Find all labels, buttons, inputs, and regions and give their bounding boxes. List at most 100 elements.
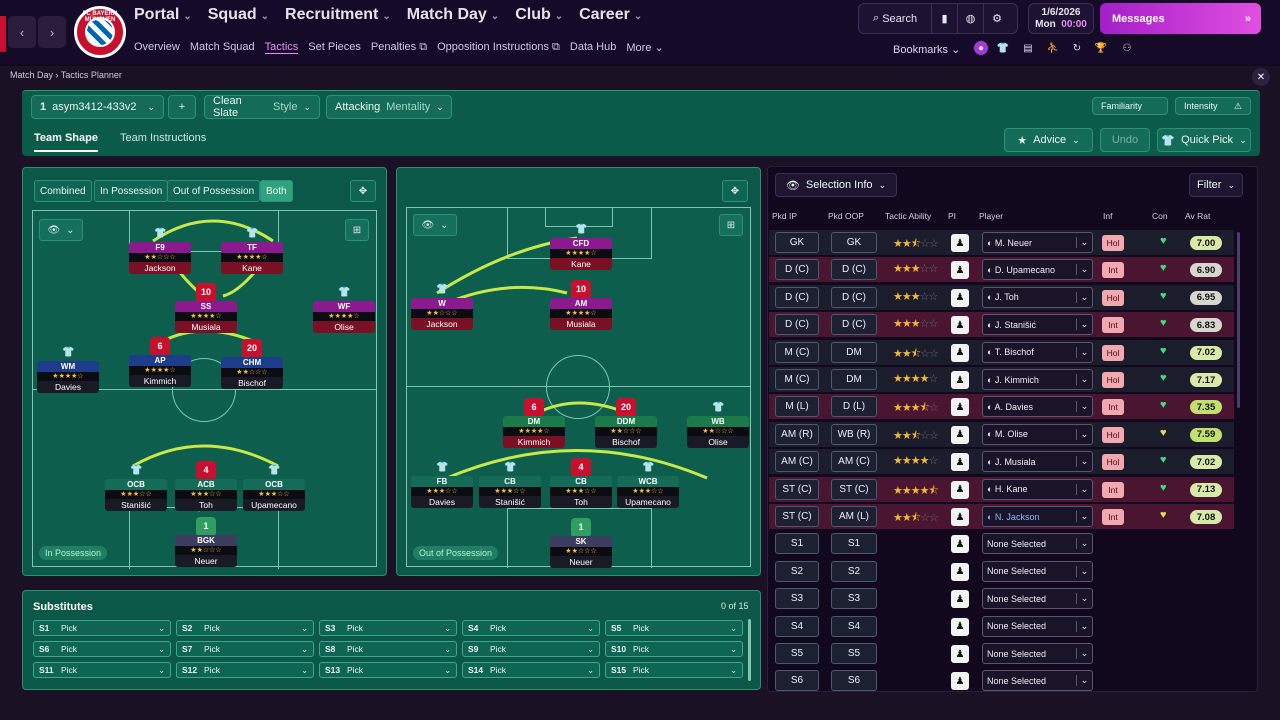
player-instructions-icon[interactable]: ♟ bbox=[951, 261, 969, 280]
report-icon[interactable]: ▤ bbox=[1023, 42, 1033, 54]
player-select[interactable]: ◐ M. Neuer ⌄ bbox=[982, 232, 1093, 253]
people-icon[interactable]: ⛹ bbox=[1046, 42, 1060, 54]
selection-row[interactable]: GK GK ★★⯪☆☆ ♟ ◐ M. Neuer ⌄ Hol ♥ 7.00 bbox=[769, 230, 1234, 255]
pkd-ip-button[interactable]: S3 bbox=[775, 588, 819, 610]
sub-slot-select[interactable]: S8 Pick ⌄ bbox=[319, 641, 457, 657]
player-instructions-icon[interactable]: ♟ bbox=[951, 617, 969, 636]
pkd-oop-button[interactable]: D (C) bbox=[831, 286, 877, 308]
gear-icon[interactable]: ⚙ bbox=[992, 13, 1003, 25]
player-select[interactable]: None Selected ⌄ bbox=[982, 643, 1093, 664]
arrange-button[interactable]: ⊞ bbox=[719, 214, 743, 236]
advice-button[interactable]: ★ Advice ⌄ bbox=[1004, 128, 1093, 152]
player-select[interactable]: ◐ D. Upamecano ⌄ bbox=[982, 259, 1093, 281]
tab-team-shape[interactable]: Team Shape bbox=[34, 132, 98, 152]
player-card[interactable]: 4 ACB ★★★☆☆ Toh bbox=[175, 461, 237, 521]
close-button[interactable]: ✕ bbox=[1252, 68, 1270, 86]
mentality-select[interactable]: Attacking Mentality ⌄ bbox=[326, 95, 452, 119]
subnav-set-pieces[interactable]: Set Pieces bbox=[308, 41, 361, 53]
selection-row[interactable]: S3 S3 ♟ None Selected ⌄ bbox=[769, 586, 1234, 611]
subnav-data-hub[interactable]: Data Hub bbox=[569, 41, 617, 53]
filter-button[interactable]: Filter ⌄ bbox=[1189, 173, 1243, 197]
pkd-oop-button[interactable]: ST (C) bbox=[831, 478, 877, 500]
player-card[interactable]: 👕 CFD ★★★★☆ Kane bbox=[550, 224, 612, 280]
selection-row[interactable]: S1 S1 ♟ None Selected ⌄ bbox=[769, 531, 1234, 556]
selection-row[interactable]: M (C) DM ★★⯪☆☆ ♟ ◐ T. Bischof ⌄ Hol ♥ 7.02 bbox=[769, 339, 1234, 365]
player-card[interactable]: 10 SS ★★★★☆ Musiala bbox=[175, 283, 237, 343]
player-instructions-icon[interactable]: ♟ bbox=[951, 480, 969, 499]
pkd-ip-button[interactable]: S4 bbox=[775, 615, 819, 637]
sub-slot-select[interactable]: S12 Pick ⌄ bbox=[176, 662, 314, 678]
selection-row[interactable]: M (L) D (L) ★★★⯪☆ ♟ ◐ A. Davies ⌄ Int ♥ 7.35 bbox=[769, 394, 1234, 420]
trophy-icon[interactable]: 🏆 bbox=[1094, 42, 1108, 54]
selection-row[interactable]: D (C) D (C) ★★★☆☆ ♟ ◐ J. Stanišić ⌄ Int ♥ 6.83 bbox=[769, 312, 1234, 338]
player-card[interactable]: 10 AM ★★★★☆ Musiala bbox=[550, 280, 612, 340]
player-instructions-icon[interactable]: ♟ bbox=[951, 343, 969, 362]
col-player[interactable]: Player bbox=[979, 211, 1004, 221]
selection-scrollbar[interactable] bbox=[1237, 232, 1240, 408]
player-card[interactable]: 👕 CB ★★★☆☆ Stanišić bbox=[479, 462, 541, 518]
quick-pick-button[interactable]: 👕 Quick Pick ⌄ bbox=[1157, 128, 1251, 152]
pkd-ip-button[interactable]: S1 bbox=[775, 533, 819, 555]
pkd-ip-button[interactable]: AM (C) bbox=[775, 451, 819, 473]
intensity-meter[interactable]: Intensity ⚠ bbox=[1175, 97, 1251, 115]
player-instructions-icon[interactable]: ♟ bbox=[951, 645, 969, 663]
player-instructions-icon[interactable]: ♟ bbox=[951, 562, 969, 581]
filter-out-of-possession[interactable]: Out of Possession bbox=[167, 180, 261, 202]
sub-slot-select[interactable]: S2 Pick ⌄ bbox=[176, 620, 314, 636]
player-select[interactable]: ◐ J. Stanišić ⌄ bbox=[982, 314, 1093, 336]
pkd-oop-button[interactable]: S2 bbox=[831, 560, 877, 582]
player-card[interactable]: 👕 WM ★★★★☆ Davies bbox=[37, 347, 99, 403]
familiarity-meter[interactable]: Familiarity bbox=[1092, 97, 1168, 115]
sub-slot-select[interactable]: S10 Pick ⌄ bbox=[605, 641, 743, 657]
pkd-ip-button[interactable]: AM (R) bbox=[775, 423, 819, 445]
pkd-ip-button[interactable]: M (L) bbox=[775, 396, 819, 418]
player-card[interactable]: 6 AP ★★★★☆ Kimmich bbox=[129, 337, 191, 397]
subnav-penalties[interactable]: Penalties ⧉ bbox=[370, 41, 428, 53]
col-tactic-ability[interactable]: Tactic Ability bbox=[885, 211, 932, 221]
player-instructions-icon[interactable]: ♟ bbox=[951, 288, 969, 307]
pkd-oop-button[interactable]: WB (R) bbox=[831, 423, 877, 445]
sub-slot-select[interactable]: S9 Pick ⌄ bbox=[462, 641, 600, 657]
filter-in-possession[interactable]: In Possession bbox=[94, 180, 169, 202]
pkd-oop-button[interactable]: D (L) bbox=[831, 396, 877, 418]
player-select[interactable]: ◐ J. Musiala ⌄ bbox=[982, 451, 1093, 473]
player-select[interactable]: ◐ A. Davies ⌄ bbox=[982, 396, 1093, 418]
player-select[interactable]: ◐ J. Kimmich ⌄ bbox=[982, 369, 1093, 390]
player-instructions-icon[interactable]: ♟ bbox=[951, 535, 969, 554]
player-instructions-icon[interactable]: ♟ bbox=[951, 371, 969, 389]
messages-button[interactable]: Messages» bbox=[1100, 3, 1261, 34]
selection-row[interactable]: D (C) D (C) ★★★☆☆ ♟ ◐ D. Upamecano ⌄ Int ♥ 6.90 bbox=[769, 257, 1234, 283]
selection-row[interactable]: AM (C) AM (C) ★★★★☆ ♟ ◐ J. Musiala ⌄ Hol ♥ 7.02 bbox=[769, 449, 1234, 475]
player-select[interactable]: ◐ T. Bischof ⌄ bbox=[982, 341, 1093, 363]
player-card[interactable]: 👕 WCB ★★★☆☆ Upamecano bbox=[617, 462, 679, 518]
player-instructions-icon[interactable]: ♟ bbox=[951, 316, 969, 335]
nav-recruitment[interactable]: Recruitment ⌄ bbox=[285, 6, 391, 23]
col-pkd-oop[interactable]: Pkd OOP bbox=[828, 211, 864, 221]
selection-row[interactable]: D (C) D (C) ★★★☆☆ ♟ ◐ J. Toh ⌄ Hol ♥ 6.95 bbox=[769, 284, 1234, 310]
tactic-select[interactable]: 1 asym3412-433v2 ⌄ bbox=[31, 95, 164, 119]
subnav-overview[interactable]: Overview bbox=[134, 41, 180, 53]
pkd-ip-button[interactable]: ST (C) bbox=[775, 506, 819, 527]
sub-slot-select[interactable]: S15 Pick ⌄ bbox=[605, 662, 743, 678]
player-instructions-icon[interactable]: ♟ bbox=[951, 425, 969, 444]
selection-row[interactable]: S6 S6 ♟ None Selected ⌄ bbox=[769, 668, 1234, 693]
col-inf[interactable]: Inf bbox=[1103, 211, 1113, 221]
player-select[interactable]: None Selected ⌄ bbox=[982, 615, 1093, 637]
player-card[interactable]: 6 DM ★★★★☆ Kimmich bbox=[503, 398, 565, 458]
search-button[interactable]: ⌕ Search bbox=[859, 4, 933, 33]
subnav-tactics[interactable]: Tactics bbox=[264, 41, 299, 54]
pkd-ip-button[interactable]: S5 bbox=[775, 643, 819, 664]
sub-slot-select[interactable]: S1 Pick ⌄ bbox=[33, 620, 171, 636]
pkd-oop-button[interactable]: D (C) bbox=[831, 314, 877, 336]
player-select[interactable]: None Selected ⌄ bbox=[982, 533, 1093, 555]
forward-button[interactable]: › bbox=[38, 16, 66, 48]
player-card[interactable]: 4 CB ★★★☆☆ Toh bbox=[550, 458, 612, 518]
nav-match-day[interactable]: Match Day ⌄ bbox=[406, 6, 500, 23]
pkd-oop-button[interactable]: AM (C) bbox=[831, 451, 877, 473]
sub-slot-select[interactable]: S13 Pick ⌄ bbox=[319, 662, 457, 678]
pkd-oop-button[interactable]: S3 bbox=[831, 588, 877, 610]
filter-both[interactable]: Both bbox=[260, 180, 293, 202]
pkd-ip-button[interactable]: S2 bbox=[775, 560, 819, 582]
subnav-match-squad[interactable]: Match Squad bbox=[189, 41, 255, 53]
pkd-oop-button[interactable]: S1 bbox=[831, 533, 877, 555]
